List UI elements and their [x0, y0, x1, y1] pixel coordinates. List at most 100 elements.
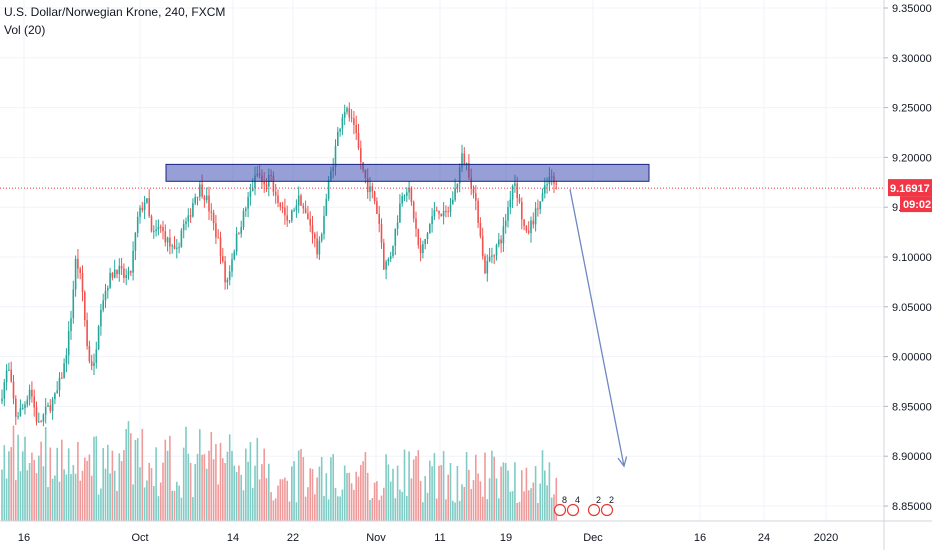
event-marker-label: 2	[596, 495, 601, 505]
event-marker[interactable]	[553, 503, 567, 517]
time-axis-label: Oct	[131, 532, 148, 544]
candle-body	[509, 199, 512, 208]
volume-bar	[189, 462, 192, 521]
volume-bar	[433, 453, 436, 521]
candle-body	[297, 195, 300, 206]
candle-body	[233, 251, 236, 260]
volume-bar	[109, 473, 111, 521]
candle-body	[514, 183, 516, 186]
volume-bar	[118, 453, 121, 521]
resistance-zone[interactable]	[165, 163, 650, 182]
candle-body	[215, 223, 217, 238]
volume-bar	[123, 450, 125, 521]
volume-bar	[479, 481, 482, 521]
last-price-value: 9.16917	[890, 183, 930, 195]
candle-body	[378, 213, 380, 225]
volume-bar	[180, 497, 183, 521]
volume-bar	[178, 485, 180, 521]
candle-body	[272, 175, 275, 192]
volume-bar	[102, 448, 104, 521]
candle-body	[90, 361, 93, 366]
symbol-title[interactable]: U.S. Dollar/Norwegian Krone, 240, FXCM	[4, 5, 226, 19]
volume-bar	[366, 472, 369, 521]
candle-body	[320, 234, 323, 241]
volume-bar	[51, 478, 54, 521]
volume-bar	[383, 487, 385, 521]
volume-bar	[86, 460, 88, 521]
volume-bar	[242, 490, 245, 521]
candle-body	[357, 132, 360, 149]
candle-body	[417, 228, 420, 246]
volume-bar	[182, 447, 185, 521]
candle-body	[408, 187, 410, 193]
candle-body	[511, 185, 514, 200]
volume-bar	[196, 453, 199, 521]
candle-body	[157, 226, 160, 230]
candle-body	[19, 408, 22, 417]
candle-body	[141, 207, 144, 211]
candle-body	[383, 242, 385, 270]
volume-bar	[277, 485, 279, 521]
candle-body	[47, 405, 49, 407]
candle-body	[49, 405, 52, 411]
candle-countdown: 09:02	[903, 199, 931, 211]
candle-body	[159, 226, 162, 228]
volume-bar	[15, 480, 17, 521]
candle-body	[107, 287, 109, 291]
event-marker-label: 4	[575, 495, 580, 505]
candle-body	[532, 220, 535, 225]
candle-body	[102, 300, 104, 310]
candle-body	[389, 256, 392, 259]
volume-bar	[93, 436, 95, 521]
candle-body	[185, 221, 187, 225]
volume-bar	[116, 490, 118, 521]
volume-bar	[125, 428, 127, 521]
candle-body	[491, 255, 493, 257]
candle-body	[341, 117, 344, 129]
candle-body	[116, 269, 118, 275]
event-marker-label: 2	[609, 495, 614, 505]
candle-body	[1, 398, 3, 402]
volume-bar	[155, 447, 157, 521]
volume-bar	[40, 441, 42, 521]
candle-body	[419, 245, 422, 254]
candle-body	[530, 220, 532, 233]
candle-body	[120, 266, 123, 269]
candle-body	[314, 233, 316, 239]
candle-body	[481, 236, 484, 257]
volume-bar	[90, 475, 93, 521]
volume-bar	[245, 448, 247, 521]
volume-bar	[362, 461, 364, 521]
candle-body	[493, 255, 495, 257]
volume-bar	[74, 473, 77, 521]
volume-bar	[130, 433, 132, 521]
volume-bar	[385, 454, 387, 521]
volume-bar	[447, 474, 449, 521]
candle-body	[61, 377, 63, 379]
candle-body	[95, 349, 98, 363]
candle-body	[337, 131, 339, 147]
candle-body	[406, 192, 408, 196]
volume-bar	[270, 492, 272, 521]
event-marker[interactable]	[587, 503, 601, 517]
price-axis-label: 9.30000	[892, 53, 932, 65]
volume-bar	[334, 487, 337, 521]
event-marker[interactable]	[566, 503, 580, 517]
candle-body	[187, 215, 190, 222]
volume-bar	[153, 486, 155, 521]
volume-bar	[49, 447, 52, 521]
volume-bar	[516, 502, 518, 521]
volume-bar	[166, 450, 169, 521]
candle-body	[263, 181, 265, 185]
projection-arrow[interactable]	[569, 189, 625, 467]
candle-body	[475, 193, 477, 201]
candle-body	[442, 210, 445, 217]
candle-body	[463, 153, 466, 165]
candle-body	[472, 188, 475, 194]
volume-bar	[403, 449, 406, 521]
volume-indicator-label[interactable]: Vol (20)	[4, 23, 46, 37]
event-marker[interactable]	[600, 503, 614, 517]
candle-body	[539, 201, 541, 210]
volume-bar	[47, 487, 49, 521]
